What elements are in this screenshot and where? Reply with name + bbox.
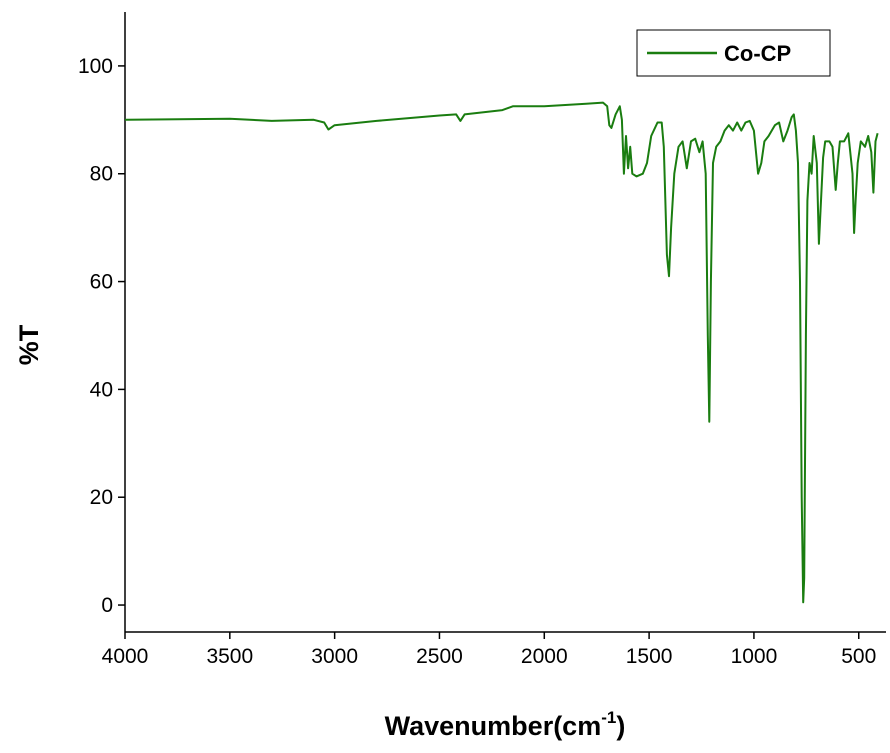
x-tick-label: 2500	[416, 645, 463, 668]
x-tick-label: 1000	[731, 645, 778, 668]
y-tick-label: 0	[101, 594, 113, 617]
y-tick-label: 80	[90, 163, 113, 186]
x-axis-label: Wavenumber(cm-1)	[385, 708, 626, 741]
spectrum-line	[124, 101, 879, 604]
x-label-sup: -1	[601, 708, 616, 727]
x-tick-label: 3000	[311, 645, 358, 668]
x-tick-label: 3500	[206, 645, 253, 668]
y-axis-label: %T	[14, 324, 44, 365]
y-tick-label: 100	[78, 55, 113, 78]
y-tick-label: 40	[90, 378, 113, 401]
x-tick-label: 4000	[102, 645, 149, 668]
legend-label: Co-CP	[724, 41, 791, 66]
y-tick-label: 60	[90, 271, 113, 294]
x-tick-label: 2000	[521, 645, 568, 668]
x-label-main: Wavenumber(cm	[385, 711, 602, 741]
y-tick-label: 20	[90, 486, 113, 509]
x-tick-label: 500	[841, 645, 876, 668]
x-tick-label: 1500	[626, 645, 673, 668]
x-label-end: )	[616, 711, 625, 741]
